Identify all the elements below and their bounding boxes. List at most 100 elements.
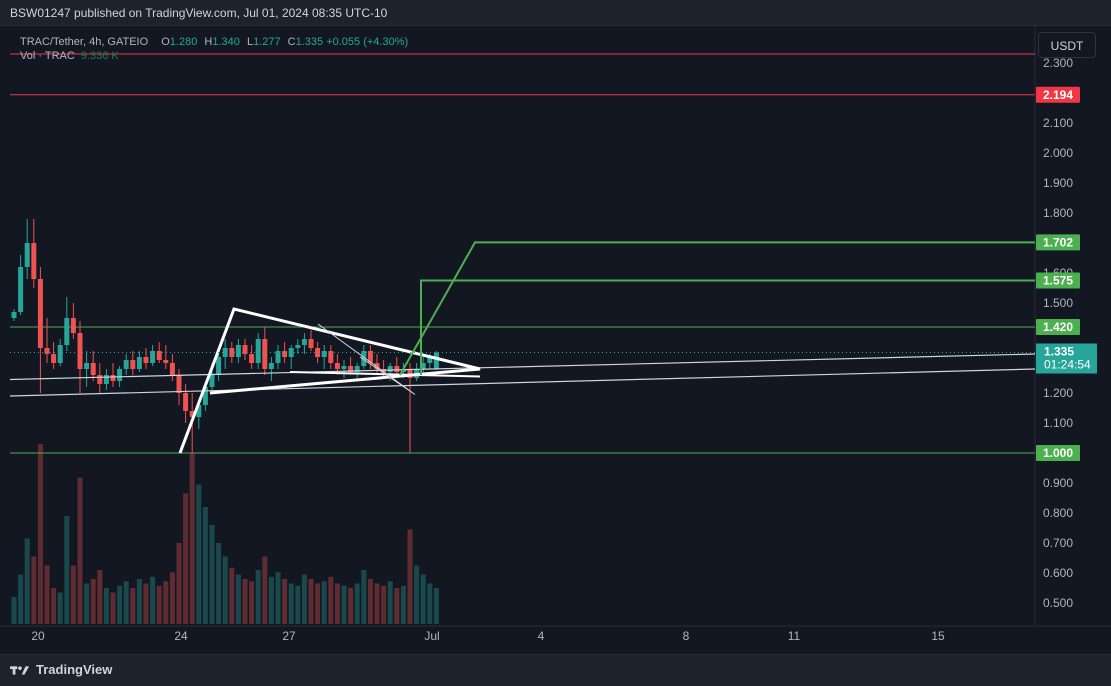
candle-body[interactable] bbox=[103, 375, 109, 384]
candle-body[interactable] bbox=[268, 363, 274, 369]
candle-body[interactable] bbox=[209, 375, 215, 387]
legend-volume-row[interactable]: Vol · TRAC 9.336 K bbox=[20, 49, 408, 63]
candle-body[interactable] bbox=[222, 348, 228, 357]
volume-bar bbox=[295, 585, 301, 624]
triangle-pattern-drawing[interactable] bbox=[178, 307, 481, 454]
candle-body[interactable] bbox=[18, 267, 24, 312]
volume-bar bbox=[387, 581, 393, 624]
y-tick-label: 0.600 bbox=[1043, 566, 1073, 580]
candle-body[interactable] bbox=[255, 339, 261, 363]
candle-body[interactable] bbox=[433, 352, 439, 370]
price-label-badge[interactable] bbox=[1036, 445, 1080, 461]
target-path-1575[interactable] bbox=[420, 279, 1035, 376]
candle-body[interactable] bbox=[51, 354, 57, 363]
candle-body[interactable] bbox=[196, 405, 202, 417]
candle-body[interactable] bbox=[130, 360, 136, 369]
candle-body[interactable] bbox=[216, 357, 222, 375]
candle-body[interactable] bbox=[229, 348, 235, 357]
candle-body[interactable] bbox=[242, 345, 248, 354]
price-label-badge[interactable] bbox=[1036, 234, 1080, 251]
candle-body[interactable] bbox=[367, 351, 373, 363]
volume-bar bbox=[136, 579, 142, 624]
legend-symbol[interactable]: TRAC/Tether, 4h, GATEIO bbox=[20, 36, 149, 48]
candle-body[interactable] bbox=[420, 363, 426, 369]
legend-symbol-row[interactable]: TRAC/Tether, 4h, GATEIO O1.280 H1.340 L1… bbox=[20, 35, 408, 49]
volume-bar bbox=[381, 585, 387, 624]
candle-body[interactable] bbox=[189, 411, 195, 417]
candle-body[interactable] bbox=[275, 351, 281, 363]
currency-button[interactable]: USDT bbox=[1038, 32, 1096, 58]
candle-body[interactable] bbox=[235, 345, 241, 357]
legend-low-label: L bbox=[246, 36, 254, 48]
volume-bar bbox=[150, 576, 156, 624]
candle-body[interactable] bbox=[183, 393, 189, 411]
candle-body[interactable] bbox=[348, 366, 354, 372]
candle-body[interactable] bbox=[308, 339, 314, 348]
volume-bar bbox=[282, 579, 288, 624]
price-label-badge[interactable] bbox=[1036, 272, 1080, 289]
candle-body[interactable] bbox=[169, 363, 175, 375]
candle-body[interactable] bbox=[24, 243, 30, 267]
target-path-1702[interactable] bbox=[399, 241, 1035, 376]
candle-body[interactable] bbox=[163, 360, 169, 363]
candle-body[interactable] bbox=[11, 312, 17, 318]
candle-body[interactable] bbox=[156, 351, 162, 360]
candle-body[interactable] bbox=[117, 369, 123, 381]
candle-body[interactable] bbox=[288, 348, 294, 357]
candle-body[interactable] bbox=[176, 375, 182, 393]
price-label-badge[interactable] bbox=[1036, 86, 1080, 103]
candle-body[interactable] bbox=[37, 279, 43, 348]
candle-body[interactable] bbox=[123, 360, 129, 369]
candle-body[interactable] bbox=[301, 339, 307, 345]
candle-body[interactable] bbox=[97, 375, 103, 384]
candle-body[interactable] bbox=[90, 363, 96, 375]
candle-body[interactable] bbox=[328, 351, 334, 363]
volume-bar bbox=[407, 529, 413, 624]
chart-canvas[interactable]: 2.3002.1002.0001.9001.8001.6001.5001.200… bbox=[0, 26, 1111, 654]
volume-bar bbox=[308, 579, 314, 624]
trendline-lower[interactable] bbox=[9, 368, 1036, 397]
candle-body[interactable] bbox=[262, 339, 268, 369]
candle-body[interactable] bbox=[354, 366, 360, 372]
candle-body[interactable] bbox=[70, 318, 76, 333]
candle-body[interactable] bbox=[321, 351, 327, 357]
legend-volume-label[interactable]: Vol · TRAC bbox=[20, 50, 75, 62]
candle-body[interactable] bbox=[407, 369, 413, 378]
volume-bar bbox=[202, 507, 208, 624]
candle-body[interactable] bbox=[84, 363, 90, 369]
current-price-badge[interactable] bbox=[1036, 343, 1097, 374]
volume-bar bbox=[268, 576, 274, 624]
candle-body[interactable] bbox=[394, 366, 400, 372]
candle-body[interactable] bbox=[136, 357, 142, 369]
legend-high-label: H bbox=[204, 36, 213, 48]
candle-body[interactable] bbox=[374, 363, 380, 369]
small-pattern-drawing[interactable] bbox=[317, 323, 416, 395]
trendline-upper[interactable] bbox=[9, 353, 1036, 381]
candle-body[interactable] bbox=[282, 351, 288, 357]
candle-body[interactable] bbox=[64, 318, 70, 345]
candle-body[interactable] bbox=[110, 375, 116, 381]
candle-body[interactable] bbox=[143, 357, 149, 363]
candle-body[interactable] bbox=[315, 348, 321, 357]
price-axis[interactable] bbox=[1035, 26, 1111, 654]
legend-change: +0.055 (+4.30%) bbox=[326, 36, 409, 48]
candle-body[interactable] bbox=[150, 351, 156, 363]
price-label-badge[interactable] bbox=[1036, 319, 1080, 335]
volume-bar bbox=[361, 570, 367, 624]
candle-body[interactable] bbox=[249, 354, 255, 363]
candle-body[interactable] bbox=[44, 348, 50, 354]
candle-body[interactable] bbox=[202, 387, 208, 405]
candle-body[interactable] bbox=[361, 351, 367, 366]
candle-body[interactable] bbox=[427, 357, 433, 363]
volume-bar bbox=[31, 556, 37, 624]
volume-bar bbox=[235, 574, 241, 624]
candle-body[interactable] bbox=[295, 345, 301, 348]
candle-body[interactable] bbox=[387, 366, 393, 372]
candle-body[interactable] bbox=[57, 345, 63, 363]
candle-body[interactable] bbox=[77, 333, 83, 369]
candle-body[interactable] bbox=[334, 363, 340, 369]
candle-body[interactable] bbox=[341, 366, 347, 369]
candle-body[interactable] bbox=[31, 243, 37, 279]
volume-bar bbox=[321, 581, 327, 624]
tradingview-logo[interactable]: TradingView bbox=[10, 662, 112, 677]
